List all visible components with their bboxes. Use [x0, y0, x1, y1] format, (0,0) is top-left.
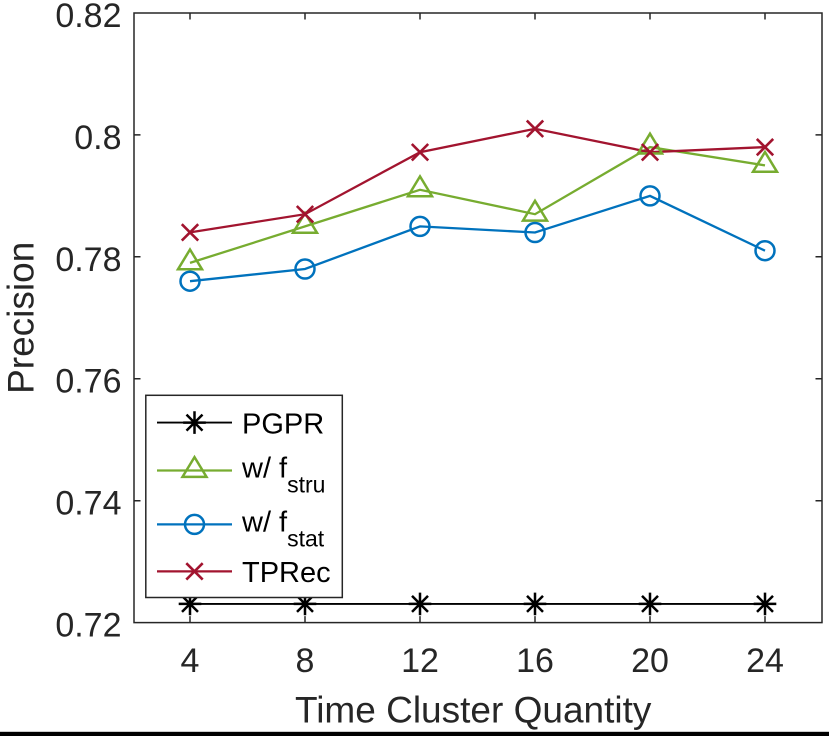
svg-text:0.8: 0.8 [74, 119, 121, 157]
svg-text:12: 12 [401, 642, 439, 680]
svg-text:8: 8 [296, 642, 315, 680]
svg-text:TPRec: TPRec [242, 557, 331, 589]
svg-text:16: 16 [516, 642, 554, 680]
svg-text:0.82: 0.82 [55, 0, 121, 35]
svg-text:Precision: Precision [1, 242, 42, 394]
svg-text:24: 24 [746, 642, 784, 680]
svg-text:0.72: 0.72 [55, 607, 121, 645]
svg-text:PGPR: PGPR [242, 408, 324, 440]
svg-text:Time Cluster Quantity: Time Cluster Quantity [295, 689, 652, 730]
svg-text:0.74: 0.74 [55, 485, 121, 523]
svg-text:4: 4 [181, 642, 200, 680]
svg-text:0.76: 0.76 [55, 363, 121, 401]
svg-text:0.78: 0.78 [55, 241, 121, 279]
svg-text:20: 20 [631, 642, 669, 680]
